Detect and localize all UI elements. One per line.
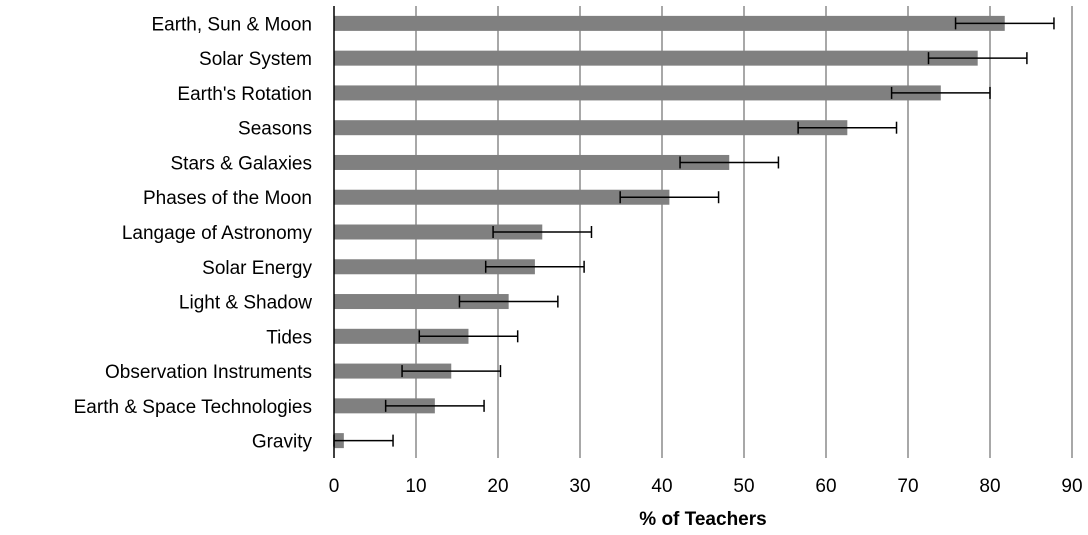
x-tick-label-80: 80 (979, 476, 1000, 497)
x-tick-label-50: 50 (733, 476, 754, 497)
error-bars (333, 17, 1055, 447)
error-bar-stars-galaxies (679, 156, 780, 169)
bar-langage-of-astronomy (334, 224, 543, 240)
x-tick-label-60: 60 (815, 476, 836, 497)
bar-observation-instruments (334, 363, 452, 379)
x-tick-label-30: 30 (569, 476, 590, 497)
x-tick-label-40: 40 (651, 476, 672, 497)
category-label-observation-instruments: Observation Instruments (105, 362, 312, 383)
x-axis-title: % of Teachers (639, 509, 766, 530)
x-tick-label-20: 20 (487, 476, 508, 497)
category-label-earth-s-rotation: Earth's Rotation (177, 84, 312, 105)
x-tick-label-70: 70 (897, 476, 918, 497)
error-bar-earth-space-technologies (384, 399, 485, 412)
error-bar-solar-system (927, 52, 1028, 65)
bar-solar-energy (334, 259, 535, 275)
bar-tides (334, 328, 469, 344)
bar-earth-sun-moon (334, 15, 1005, 31)
category-label-solar-system: Solar System (199, 49, 312, 70)
bars (334, 15, 1005, 449)
category-label-langage-of-astronomy: Langage of Astronomy (122, 223, 313, 244)
bar-earth-s-rotation (334, 85, 941, 101)
category-label-solar-energy: Solar Energy (202, 258, 312, 279)
error-bar-tides (418, 330, 519, 343)
category-label-seasons: Seasons (238, 119, 312, 140)
error-bar-earth-sun-moon (954, 17, 1055, 30)
bar-earth-space-technologies (334, 398, 435, 414)
category-label-phases-of-the-moon: Phases of the Moon (143, 188, 312, 209)
bar-solar-system (334, 50, 978, 66)
category-label-earth-sun-moon: Earth, Sun & Moon (151, 14, 312, 35)
x-tick-labels: 0 10 20 30 40 50 60 70 80 90 (329, 476, 1083, 497)
category-label-tides: Tides (266, 327, 312, 348)
error-bar-observation-instruments (401, 365, 502, 378)
error-bar-phases-of-the-moon (619, 191, 720, 204)
category-labels: Earth, Sun & Moon Solar System Earth's Rot… (74, 14, 313, 452)
error-bar-light-shadow (458, 295, 559, 308)
category-label-gravity: Gravity (252, 432, 313, 453)
bar-light-shadow (334, 294, 509, 310)
category-label-earth-space-technologies: Earth & Space Technologies (74, 397, 312, 418)
bar-stars-galaxies (334, 154, 730, 170)
error-bar-earth-s-rotation (890, 86, 991, 99)
bar-seasons (334, 120, 848, 136)
bar-phases-of-the-moon (334, 189, 670, 205)
category-label-stars-galaxies: Stars & Galaxies (171, 153, 313, 174)
error-bar-solar-energy (484, 260, 585, 273)
grid-lines (415, 6, 1073, 458)
x-tick-label-90: 90 (1061, 476, 1082, 497)
x-tick-label-0: 0 (329, 476, 340, 497)
error-bar-seasons (797, 121, 898, 134)
category-label-light-shadow: Light & Shadow (179, 293, 312, 314)
x-tick-label-10: 10 (405, 476, 426, 497)
error-bar-langage-of-astronomy (492, 226, 593, 238)
